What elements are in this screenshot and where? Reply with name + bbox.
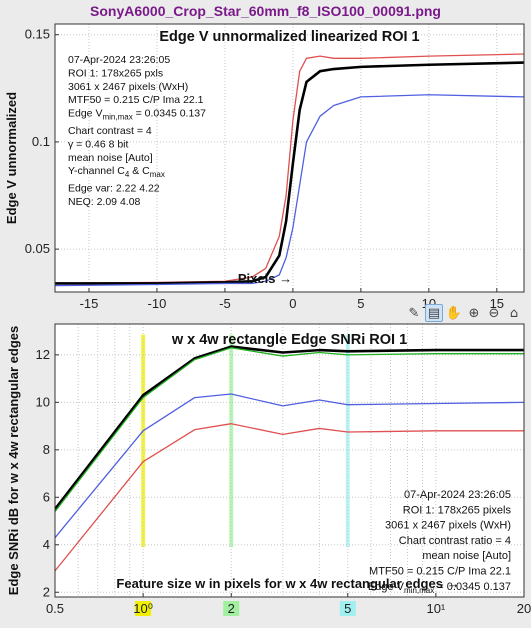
annotation: 3061 x 2467 pixels (WxH) xyxy=(68,81,188,93)
y-tick-label: 4 xyxy=(43,537,50,552)
annotation: Edge var: 2.22 4.22 xyxy=(68,183,160,195)
x-tick-label: 20 xyxy=(517,601,531,616)
x-tick-label: 5 xyxy=(344,601,351,616)
x-tick-label: 15 xyxy=(490,296,504,311)
y-tick-label: 8 xyxy=(43,442,50,457)
zoom-out-icon[interactable]: ⊖ xyxy=(488,305,500,321)
chart-title: Edge V unnormalized linearized ROI 1 xyxy=(159,29,419,45)
annotation: Chart contrast = 4 xyxy=(68,125,152,137)
annotation: mean noise [Auto] xyxy=(422,550,511,562)
axes-frame xyxy=(54,323,525,598)
series-line-black xyxy=(55,61,524,285)
y-axis-label: Edge SNRi dB for w x 4w rectangular edge… xyxy=(6,326,21,595)
annotation: 07-Apr-2024 23:26:05 xyxy=(404,489,511,501)
home-icon[interactable]: ⌂ xyxy=(509,305,519,321)
annotation: ROI 1: 178x265 pixels xyxy=(403,504,512,516)
file-title: SonyA6000_Crop_Star_60mm_f8_ISO100_00091… xyxy=(90,3,441,19)
series-line-blue xyxy=(55,94,524,287)
annotation: mean noise [Auto] xyxy=(68,152,153,164)
annotation: MTF50 = 0.215 C/P Ima 22.1 xyxy=(369,566,511,578)
x-tick-label: 10¹ xyxy=(426,601,445,616)
x-axis-label: Pixels → xyxy=(238,271,292,286)
series-line-green xyxy=(55,347,524,512)
x-axis-label: Feature size w in pixels for w x 4w rect… xyxy=(116,576,459,591)
x-tick-label: 5 xyxy=(357,296,364,311)
y-tick-label: 12 xyxy=(36,347,50,362)
chart-edge-snri: 0.5 10⁰ 2 5 10¹ 20 2 4 6 8 10 12 w x 4w rectangle Ed… xyxy=(6,323,531,616)
x-tick-label: -10 xyxy=(148,296,167,311)
chart-title: w x 4w rectangle Edge SNRi ROI 1 xyxy=(171,332,407,348)
series-line-black xyxy=(55,345,524,510)
annotation: Y-channel C4 & Cmax xyxy=(68,165,165,179)
annotation: Edge Vmin,max = 0.0345 0.137 xyxy=(368,581,511,595)
y-tick-label: 0.05 xyxy=(25,241,50,256)
tick-highlight xyxy=(339,601,356,616)
x-tick-label: 10⁰ xyxy=(133,601,153,616)
y-tick-label: 2 xyxy=(43,584,50,599)
stripe-w1 xyxy=(141,334,146,548)
series-line-red xyxy=(55,423,524,572)
y-tick-label: 6 xyxy=(43,489,50,504)
y-tick-label: 10 xyxy=(36,394,50,409)
stripe-w2 xyxy=(229,334,234,548)
tick-highlight xyxy=(223,601,240,616)
series-line-blue xyxy=(55,393,524,539)
plot-area xyxy=(55,324,524,597)
x-tick-label: 0.5 xyxy=(46,601,64,616)
brush-icon[interactable]: ✎ xyxy=(408,305,420,321)
y-tick-label: 0.1 xyxy=(32,134,50,149)
annotation: 3061 x 2467 pixels (WxH) xyxy=(385,520,511,532)
annotation: Chart contrast ratio = 4 xyxy=(399,535,511,547)
x-tick-label: -5 xyxy=(219,296,231,311)
y-tick-label: 0.15 xyxy=(25,27,50,42)
x-tick-label: 0 xyxy=(289,296,296,311)
y-axis-label: Edge V unnormalized xyxy=(4,92,19,224)
stripe-w5 xyxy=(345,334,350,548)
annotation: MTF50 = 0.215 C/P Ima 22.1 xyxy=(68,94,204,106)
axes-frame xyxy=(54,23,525,293)
annotation: Edge Vmin,max = 0.0345 0.137 xyxy=(68,108,206,122)
annotation: 07-Apr-2024 23:26:05 xyxy=(68,54,170,66)
pan-hand-icon[interactable]: ✋ xyxy=(445,305,463,321)
x-tick-label: -15 xyxy=(80,296,99,311)
annotation: NEQ: 2.09 4.08 xyxy=(68,196,141,208)
tick-highlight xyxy=(135,601,152,616)
axes-toolbar: ✎ ▤ ✋ ⊕ ⊖ ⌂ xyxy=(405,303,523,323)
series-line-red xyxy=(55,53,524,285)
x-tick-label: 2 xyxy=(228,601,235,616)
annotation: ROI 1: 178x265 pxls xyxy=(68,67,163,79)
annotation: γ = 0.46 8 bit xyxy=(68,138,128,150)
zoom-in-icon[interactable]: ⊕ xyxy=(468,305,480,321)
data-tips-icon[interactable]: ▤ xyxy=(425,304,443,322)
